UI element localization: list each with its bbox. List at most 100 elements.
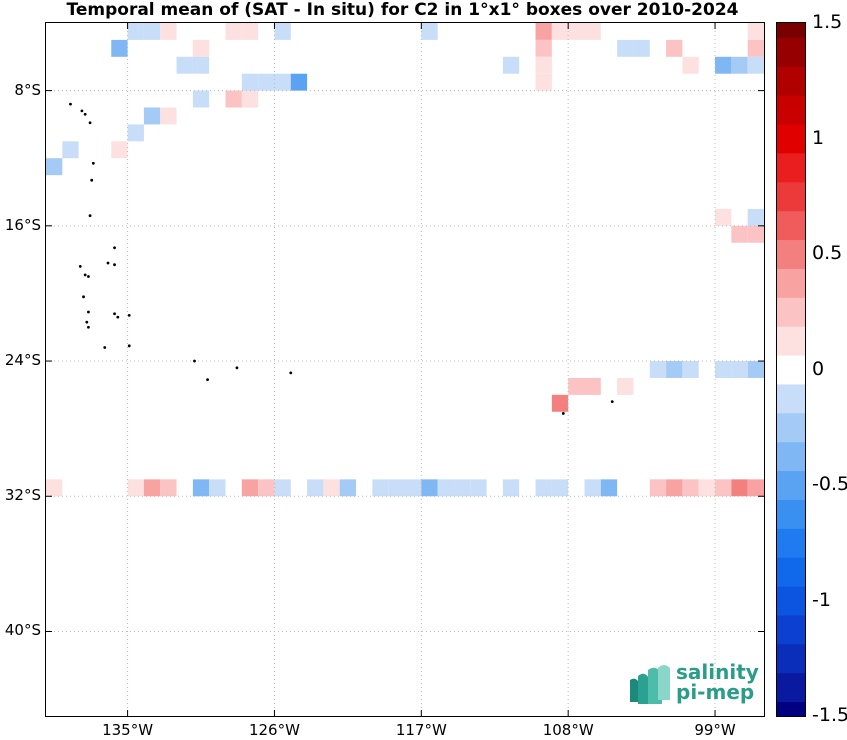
grid-cell (617, 377, 634, 395)
grid-cell (405, 479, 422, 497)
colorbar-swatch (777, 412, 805, 443)
island-marker (116, 315, 120, 319)
grid-cell (551, 479, 569, 497)
colorbar-swatch (777, 124, 805, 154)
grid-cell (470, 479, 487, 497)
island-marker (80, 109, 84, 113)
island-marker (127, 344, 131, 348)
colorbar-swatch (777, 355, 805, 385)
grid-cell (46, 479, 63, 497)
grid-cell (421, 23, 438, 40)
grid-cell (258, 479, 275, 497)
grid-cell (502, 56, 520, 74)
island-marker (87, 325, 90, 329)
colorbar-swatch (777, 557, 805, 587)
island-marker (127, 314, 131, 317)
grid-cell (192, 56, 210, 74)
grid-cell (225, 90, 242, 108)
grid-cell (535, 23, 552, 40)
island-marker (113, 246, 116, 250)
lon-tick-label: 135°W (102, 721, 154, 739)
lon-tick-label: 108°W (542, 721, 594, 739)
colorbar-swatch (777, 152, 805, 183)
grid-cell (535, 479, 552, 497)
grid-cell (747, 23, 764, 40)
grid-cell (192, 479, 210, 497)
grid-cell (111, 39, 128, 57)
grid-cell (241, 73, 259, 91)
grid-cell (274, 23, 291, 40)
colorbar-swatch (777, 701, 805, 716)
grid-cell (290, 73, 308, 91)
grid-cell (731, 479, 748, 497)
grid-cell (715, 56, 732, 74)
grid-cell (241, 479, 259, 497)
colorbar-swatch (777, 268, 805, 298)
grid-cell (551, 394, 569, 412)
grid-cell (617, 39, 634, 57)
grid-cell (274, 73, 291, 91)
lat-tick-label: 40°S (4, 621, 41, 640)
grid-cell (437, 479, 454, 497)
grid-cell (731, 56, 748, 74)
grid-cell (747, 361, 764, 378)
island-marker (235, 366, 239, 370)
grid-cell (666, 361, 683, 378)
colorbar-swatch (777, 181, 805, 212)
island-marker (91, 161, 95, 165)
grid-cell (160, 23, 177, 40)
grid-cell (160, 479, 177, 497)
grid-cell (225, 23, 242, 40)
grid-cell (568, 377, 585, 395)
island-marker (88, 214, 92, 218)
colorbar-swatch (777, 210, 805, 241)
map-title: Temporal mean of (SAT - In situ) for C2 … (66, 0, 739, 20)
grid-cell (176, 56, 193, 74)
grid-cell (682, 361, 699, 378)
island-marker (83, 273, 87, 277)
colorbar-tick-label: 0.5 (812, 242, 843, 264)
lon-tick-label: 126°W (248, 721, 300, 739)
island-marker (83, 112, 87, 116)
colorbar-swatch (777, 37, 805, 67)
island-marker (82, 295, 85, 299)
grid-cell (682, 479, 699, 497)
lon-tick-label: 117°W (395, 721, 447, 739)
colorbar-swatch (777, 66, 805, 96)
salinity-pimep-logo: salinity pi-mep (628, 660, 759, 708)
lat-tick-label: 32°S (4, 486, 41, 505)
grid-cell (666, 479, 683, 497)
map-panel (45, 22, 765, 717)
island-marker (206, 378, 209, 382)
grid-cell (649, 361, 667, 378)
logo-mark-icon (630, 665, 670, 704)
grid-cell (715, 208, 732, 226)
island-marker (88, 121, 92, 125)
grid-cell (127, 479, 144, 497)
grid-cell (747, 479, 764, 497)
island-marker (69, 102, 72, 106)
grid-cell (698, 479, 716, 497)
grid-cell (535, 56, 552, 74)
grid-cell (241, 90, 259, 108)
grid-cell (46, 158, 63, 176)
grid-cell (584, 23, 601, 40)
grid-cell (127, 124, 144, 142)
lon-tick-label: 99°W (694, 721, 736, 739)
colorbar-tick-label: -0.5 (812, 473, 847, 495)
grid-cell (584, 377, 601, 395)
grid-cell (682, 56, 699, 74)
island-marker (610, 400, 614, 404)
colorbar-swatch (777, 95, 805, 125)
grid-cell (307, 479, 324, 497)
colorbar-swatches (777, 23, 805, 716)
grid-cell (127, 23, 144, 40)
grid-cell (258, 73, 275, 91)
grid-cell (731, 225, 748, 243)
island-marker (78, 264, 82, 268)
grid-cell (453, 479, 471, 497)
grid-cell (535, 39, 552, 57)
grid-cell (649, 479, 667, 497)
grid-cell (731, 361, 748, 378)
lat-tick-label: 8°S (14, 80, 41, 99)
